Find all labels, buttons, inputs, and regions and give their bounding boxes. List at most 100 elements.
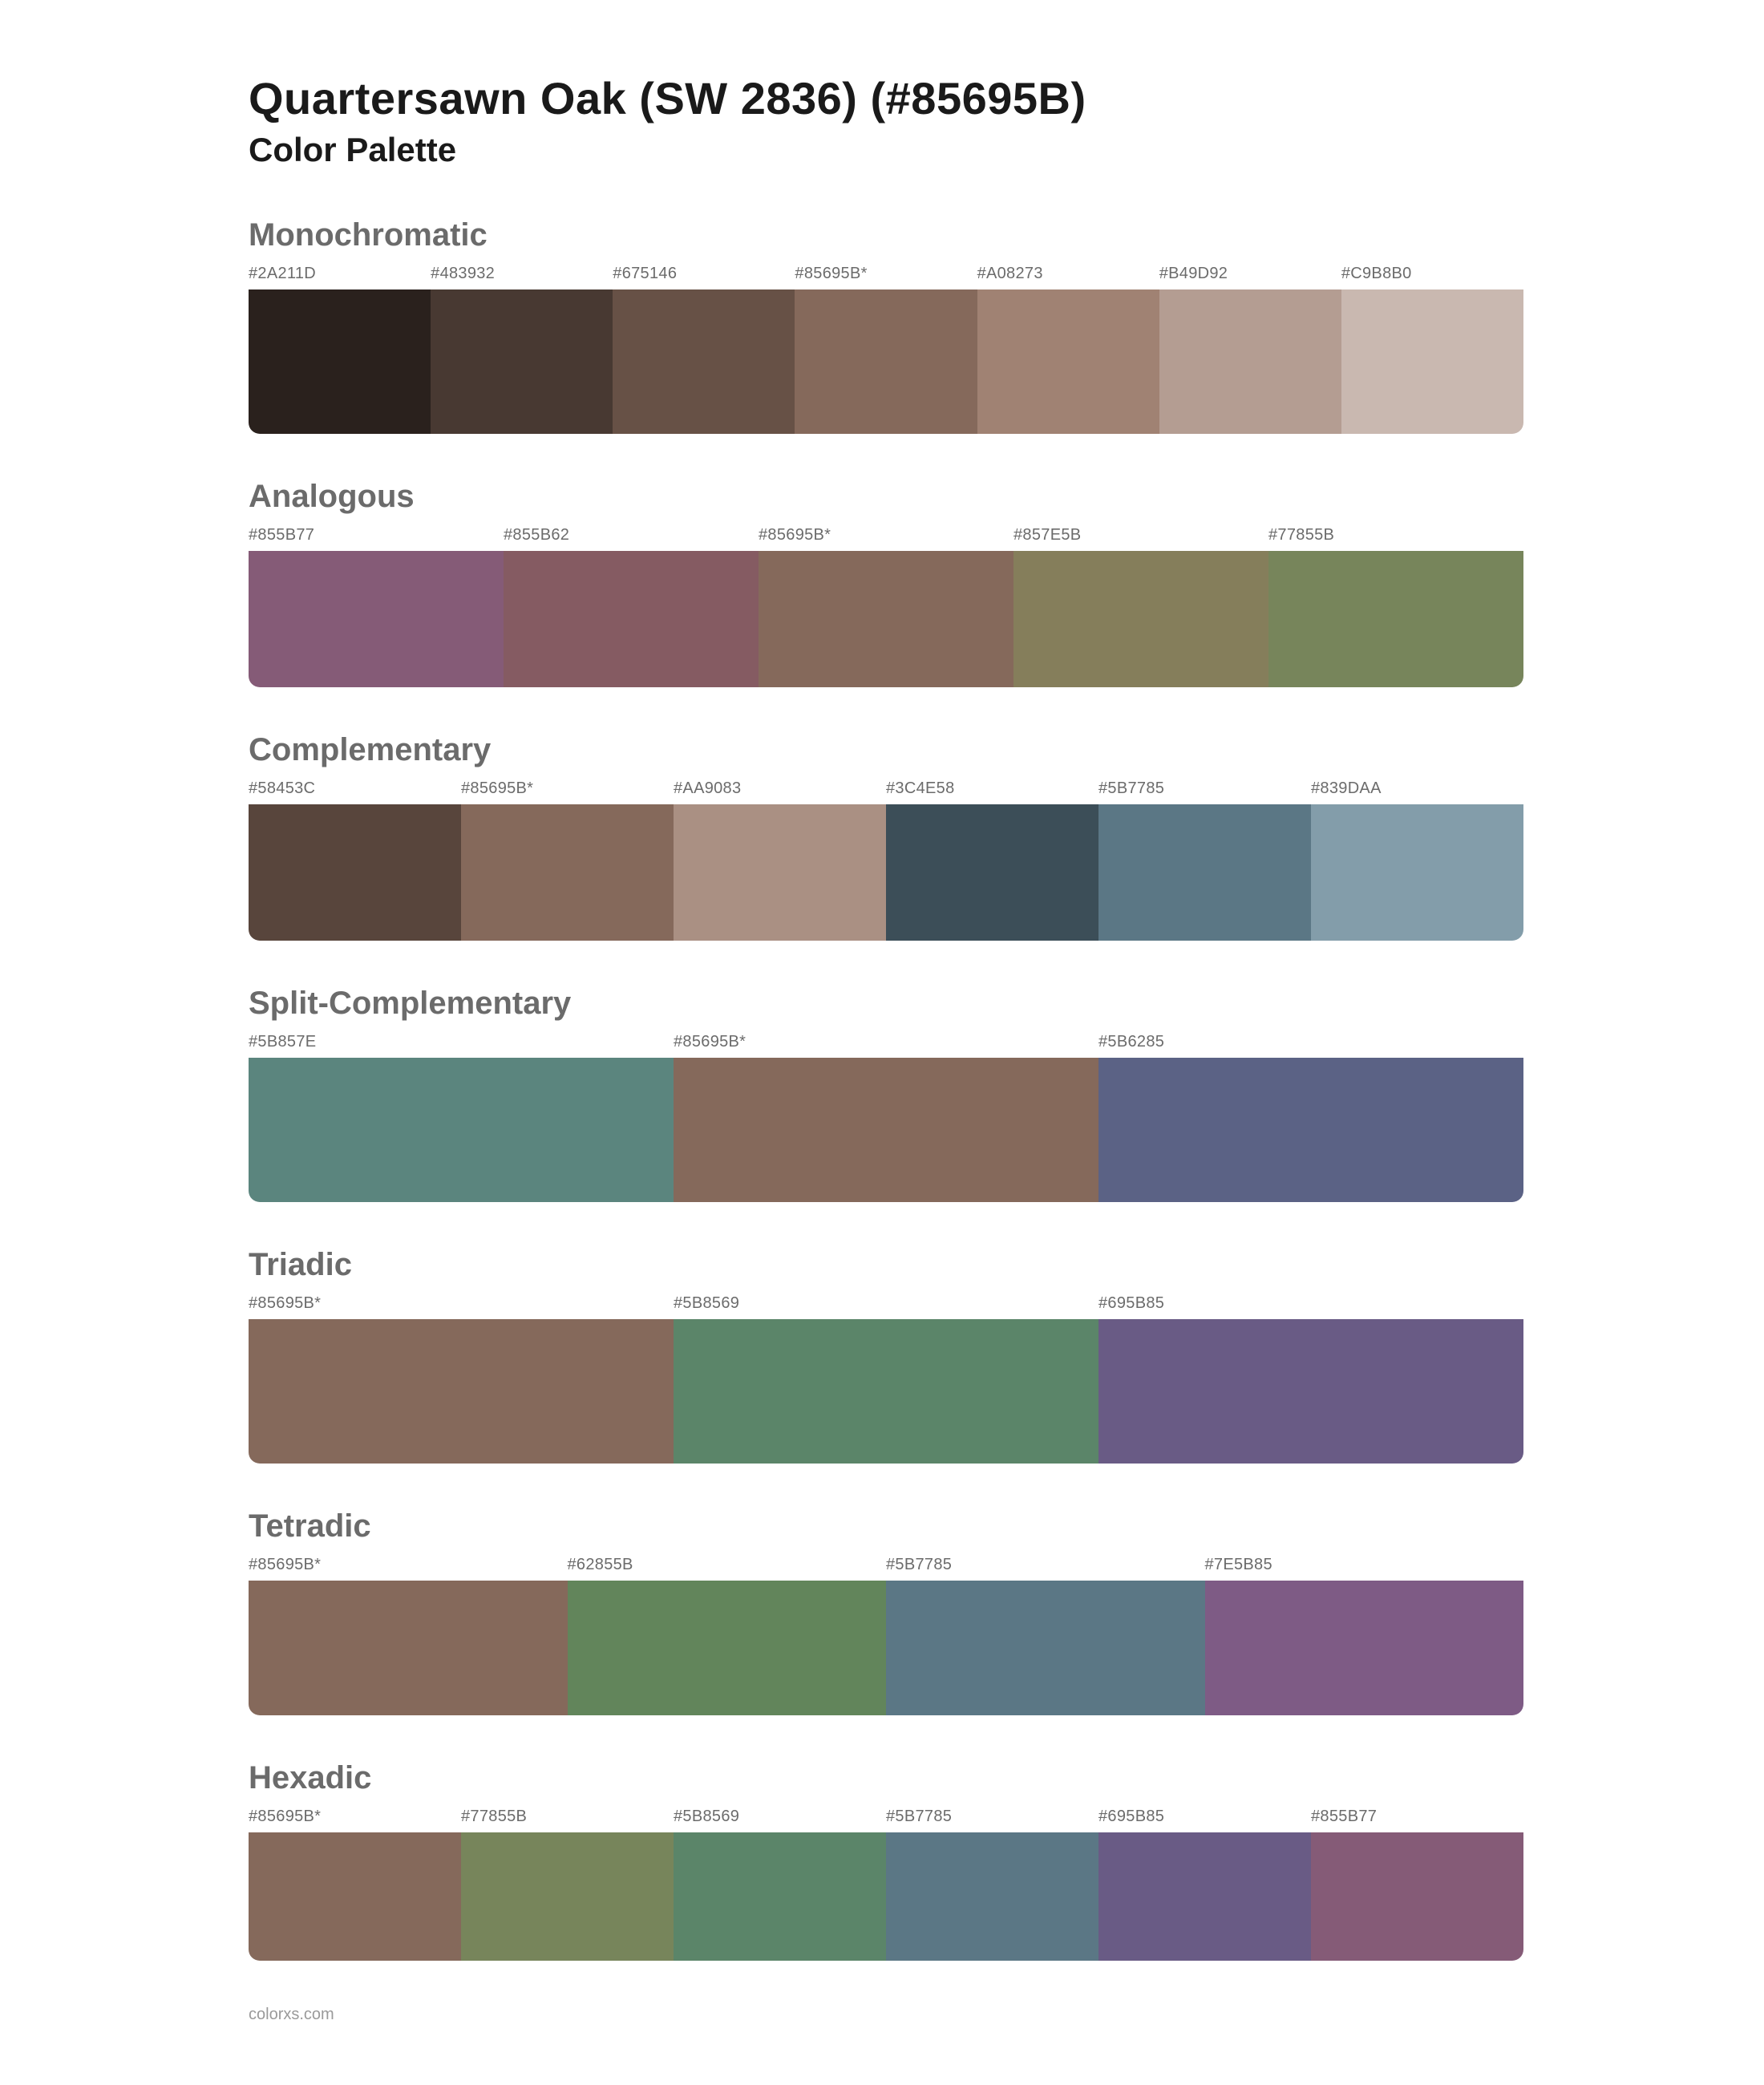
swatch-label: #85695B* xyxy=(674,1030,1098,1058)
color-swatch[interactable]: #3C4E58 xyxy=(886,776,1098,941)
section-title: Monochromatic xyxy=(249,217,1523,253)
color-swatch[interactable]: #AA9083 xyxy=(674,776,886,941)
swatch-label: #85695B* xyxy=(759,523,1013,551)
color-swatch[interactable]: #62855B xyxy=(568,1553,887,1715)
color-swatch[interactable]: #5B857E xyxy=(249,1030,674,1202)
swatch-block xyxy=(504,551,759,687)
color-swatch[interactable]: #58453C xyxy=(249,776,461,941)
palette-section: Complementary #58453C#85695B*#AA9083#3C4E… xyxy=(249,732,1523,941)
color-swatch[interactable]: #85695B* xyxy=(759,523,1013,687)
color-swatch[interactable]: #85695B* xyxy=(249,1804,461,1961)
color-swatch[interactable]: #A08273 xyxy=(977,261,1159,434)
swatch-block xyxy=(977,289,1159,434)
swatch-label: #695B85 xyxy=(1098,1291,1523,1319)
palette-section: Split-Complementary #5B857E#85695B*#5B628… xyxy=(249,986,1523,1202)
page-subtitle: Color Palette xyxy=(249,131,1523,169)
color-swatch[interactable]: #5B8569 xyxy=(674,1291,1098,1464)
swatch-label: #7E5B85 xyxy=(1205,1553,1524,1581)
swatch-block xyxy=(249,289,431,434)
color-swatch[interactable]: #857E5B xyxy=(1013,523,1268,687)
swatch-label: #675146 xyxy=(613,261,795,289)
color-swatch[interactable]: #855B77 xyxy=(1311,1804,1523,1961)
swatch-block xyxy=(249,1581,568,1715)
swatch-label: #B49D92 xyxy=(1159,261,1341,289)
color-swatch[interactable]: #85695B* xyxy=(249,1291,674,1464)
swatch-block xyxy=(795,289,977,434)
color-swatch[interactable]: #5B6285 xyxy=(1098,1030,1523,1202)
swatch-label: #85695B* xyxy=(249,1553,568,1581)
swatch-row: #85695B*#5B8569#695B85 xyxy=(249,1291,1523,1464)
palette-section: Monochromatic #2A211D#483932#675146#85695… xyxy=(249,217,1523,434)
color-swatch[interactable]: #77855B xyxy=(461,1804,674,1961)
swatch-label: #5B8569 xyxy=(674,1291,1098,1319)
color-swatch[interactable]: #5B7785 xyxy=(886,1553,1205,1715)
color-swatch[interactable]: #483932 xyxy=(431,261,613,434)
swatch-label: #C9B8B0 xyxy=(1341,261,1523,289)
swatch-block xyxy=(1013,551,1268,687)
swatch-block xyxy=(1341,289,1523,434)
swatch-block xyxy=(1098,1058,1523,1202)
swatch-label: #5B7785 xyxy=(886,1804,1098,1832)
color-swatch[interactable]: #839DAA xyxy=(1311,776,1523,941)
section-title: Hexadic xyxy=(249,1760,1523,1796)
swatch-row: #855B77#855B62#85695B*#857E5B#77855B xyxy=(249,523,1523,687)
swatch-block xyxy=(674,804,886,941)
color-swatch[interactable]: #B49D92 xyxy=(1159,261,1341,434)
swatch-label: #62855B xyxy=(568,1553,887,1581)
color-swatch[interactable]: #77855B xyxy=(1268,523,1523,687)
swatch-block xyxy=(1159,289,1341,434)
palette-section: Tetradic#85695B*#62855B#5B7785#7E5B85 xyxy=(249,1508,1523,1715)
palette-section: Analogous #855B77#855B62#85695B*#857E5B#7… xyxy=(249,479,1523,687)
color-swatch[interactable]: #675146 xyxy=(613,261,795,434)
section-title: Split-Complementary xyxy=(249,986,1523,1022)
swatch-label: #857E5B xyxy=(1013,523,1268,551)
color-swatch[interactable]: #85695B* xyxy=(674,1030,1098,1202)
swatch-block xyxy=(431,289,613,434)
swatch-block xyxy=(249,551,504,687)
section-title: Analogous xyxy=(249,479,1523,515)
color-swatch[interactable]: #2A211D xyxy=(249,261,431,434)
swatch-row: #2A211D#483932#675146#85695B*#A08273#B49… xyxy=(249,261,1523,434)
swatch-label: #85695B* xyxy=(795,261,977,289)
swatch-block xyxy=(674,1319,1098,1464)
swatch-block xyxy=(249,804,461,941)
swatch-block xyxy=(674,1832,886,1961)
swatch-block xyxy=(249,1832,461,1961)
palette-section: Hexadic #85695B*#77855B#5B8569#5B7785#695… xyxy=(249,1760,1523,1961)
swatch-label: #695B85 xyxy=(1098,1804,1311,1832)
swatch-label: #77855B xyxy=(461,1804,674,1832)
swatch-block xyxy=(1268,551,1523,687)
swatch-label: #5B6285 xyxy=(1098,1030,1523,1058)
section-title: Complementary xyxy=(249,732,1523,768)
color-swatch[interactable]: #85695B* xyxy=(795,261,977,434)
swatch-block xyxy=(1311,804,1523,941)
swatch-block xyxy=(759,551,1013,687)
swatch-label: #855B77 xyxy=(1311,1804,1523,1832)
color-swatch[interactable]: #85695B* xyxy=(249,1553,568,1715)
swatch-block xyxy=(568,1581,887,1715)
color-swatch[interactable]: #5B8569 xyxy=(674,1804,886,1961)
color-swatch[interactable]: #695B85 xyxy=(1098,1291,1523,1464)
swatch-block xyxy=(886,804,1098,941)
color-swatch[interactable]: #85695B* xyxy=(461,776,674,941)
swatch-label: #3C4E58 xyxy=(886,776,1098,804)
swatch-block xyxy=(1205,1581,1524,1715)
color-swatch[interactable]: #7E5B85 xyxy=(1205,1553,1524,1715)
swatch-row: #85695B*#62855B#5B7785#7E5B85 xyxy=(249,1553,1523,1715)
swatch-label: #85695B* xyxy=(461,776,674,804)
swatch-label: #855B77 xyxy=(249,523,504,551)
swatch-label: #85695B* xyxy=(249,1804,461,1832)
swatch-label: #85695B* xyxy=(249,1291,674,1319)
swatch-label: #839DAA xyxy=(1311,776,1523,804)
swatch-block xyxy=(1098,1319,1523,1464)
page-title: Quartersawn Oak (SW 2836) (#85695B) xyxy=(249,72,1523,124)
swatch-label: #5B857E xyxy=(249,1030,674,1058)
color-swatch[interactable]: #C9B8B0 xyxy=(1341,261,1523,434)
color-swatch[interactable]: #855B62 xyxy=(504,523,759,687)
swatch-label: #2A211D xyxy=(249,261,431,289)
color-swatch[interactable]: #855B77 xyxy=(249,523,504,687)
color-swatch[interactable]: #5B7785 xyxy=(886,1804,1098,1961)
color-swatch[interactable]: #695B85 xyxy=(1098,1804,1311,1961)
color-swatch[interactable]: #5B7785 xyxy=(1098,776,1311,941)
swatch-label: #5B8569 xyxy=(674,1804,886,1832)
